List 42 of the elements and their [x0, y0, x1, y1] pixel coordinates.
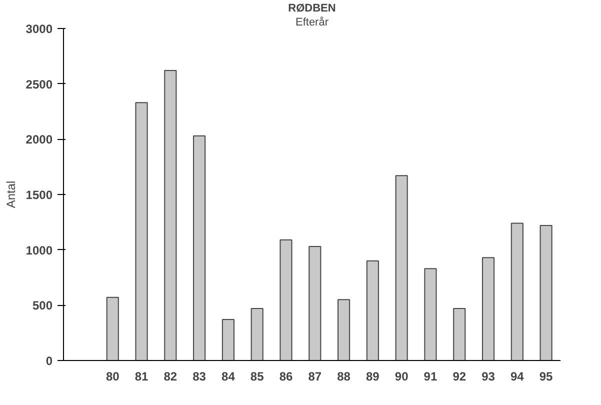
- x-tick-label: 95: [539, 370, 554, 384]
- y-tick-label: 2000: [26, 132, 53, 147]
- y-tick-label: 2500: [26, 77, 53, 92]
- bar: [424, 268, 437, 360]
- bar: [510, 222, 524, 360]
- bar: [366, 260, 379, 360]
- bar: [250, 308, 264, 360]
- x-tick-label: 91: [424, 370, 438, 384]
- x-tick-label: 83: [192, 370, 206, 384]
- bar: [338, 299, 350, 360]
- bar: [482, 257, 495, 360]
- x-tick-label: 92: [452, 370, 466, 384]
- bar: [308, 246, 322, 360]
- y-tick-label: 500: [32, 298, 53, 313]
- bar: [453, 308, 466, 360]
- y-tick-label: 1000: [26, 243, 53, 258]
- y-tick-label: 1500: [26, 188, 53, 202]
- bar: [106, 296, 119, 360]
- bar: [135, 102, 148, 360]
- x-tick-label: 84: [222, 370, 236, 384]
- x-tick-label: 86: [279, 370, 293, 384]
- bar: [193, 135, 206, 360]
- x-tick-label: 88: [337, 370, 351, 384]
- y-tick-label: 0: [46, 354, 53, 368]
- y-axis-title: Antal: [4, 180, 18, 208]
- x-tick-label: 87: [308, 370, 322, 384]
- x-tick-label: 94: [510, 370, 524, 384]
- bar: [540, 224, 552, 360]
- chart-subtitle: Efterår: [295, 16, 329, 28]
- bar: [222, 319, 234, 360]
- x-tick-label: 81: [134, 370, 149, 384]
- x-tick-label: 82: [164, 370, 178, 384]
- bar: [395, 175, 408, 360]
- chart-title: RØDBEN: [288, 2, 336, 14]
- x-tick-label: 89: [366, 370, 380, 384]
- y-tick-label: 3000: [26, 22, 53, 36]
- x-tick-label: 90: [394, 370, 409, 384]
- x-tick-label: 80: [106, 370, 120, 384]
- x-tick-label: 93: [482, 370, 496, 384]
- bar: [280, 239, 292, 360]
- x-tick-label: 85: [250, 370, 264, 384]
- bar: [164, 70, 177, 360]
